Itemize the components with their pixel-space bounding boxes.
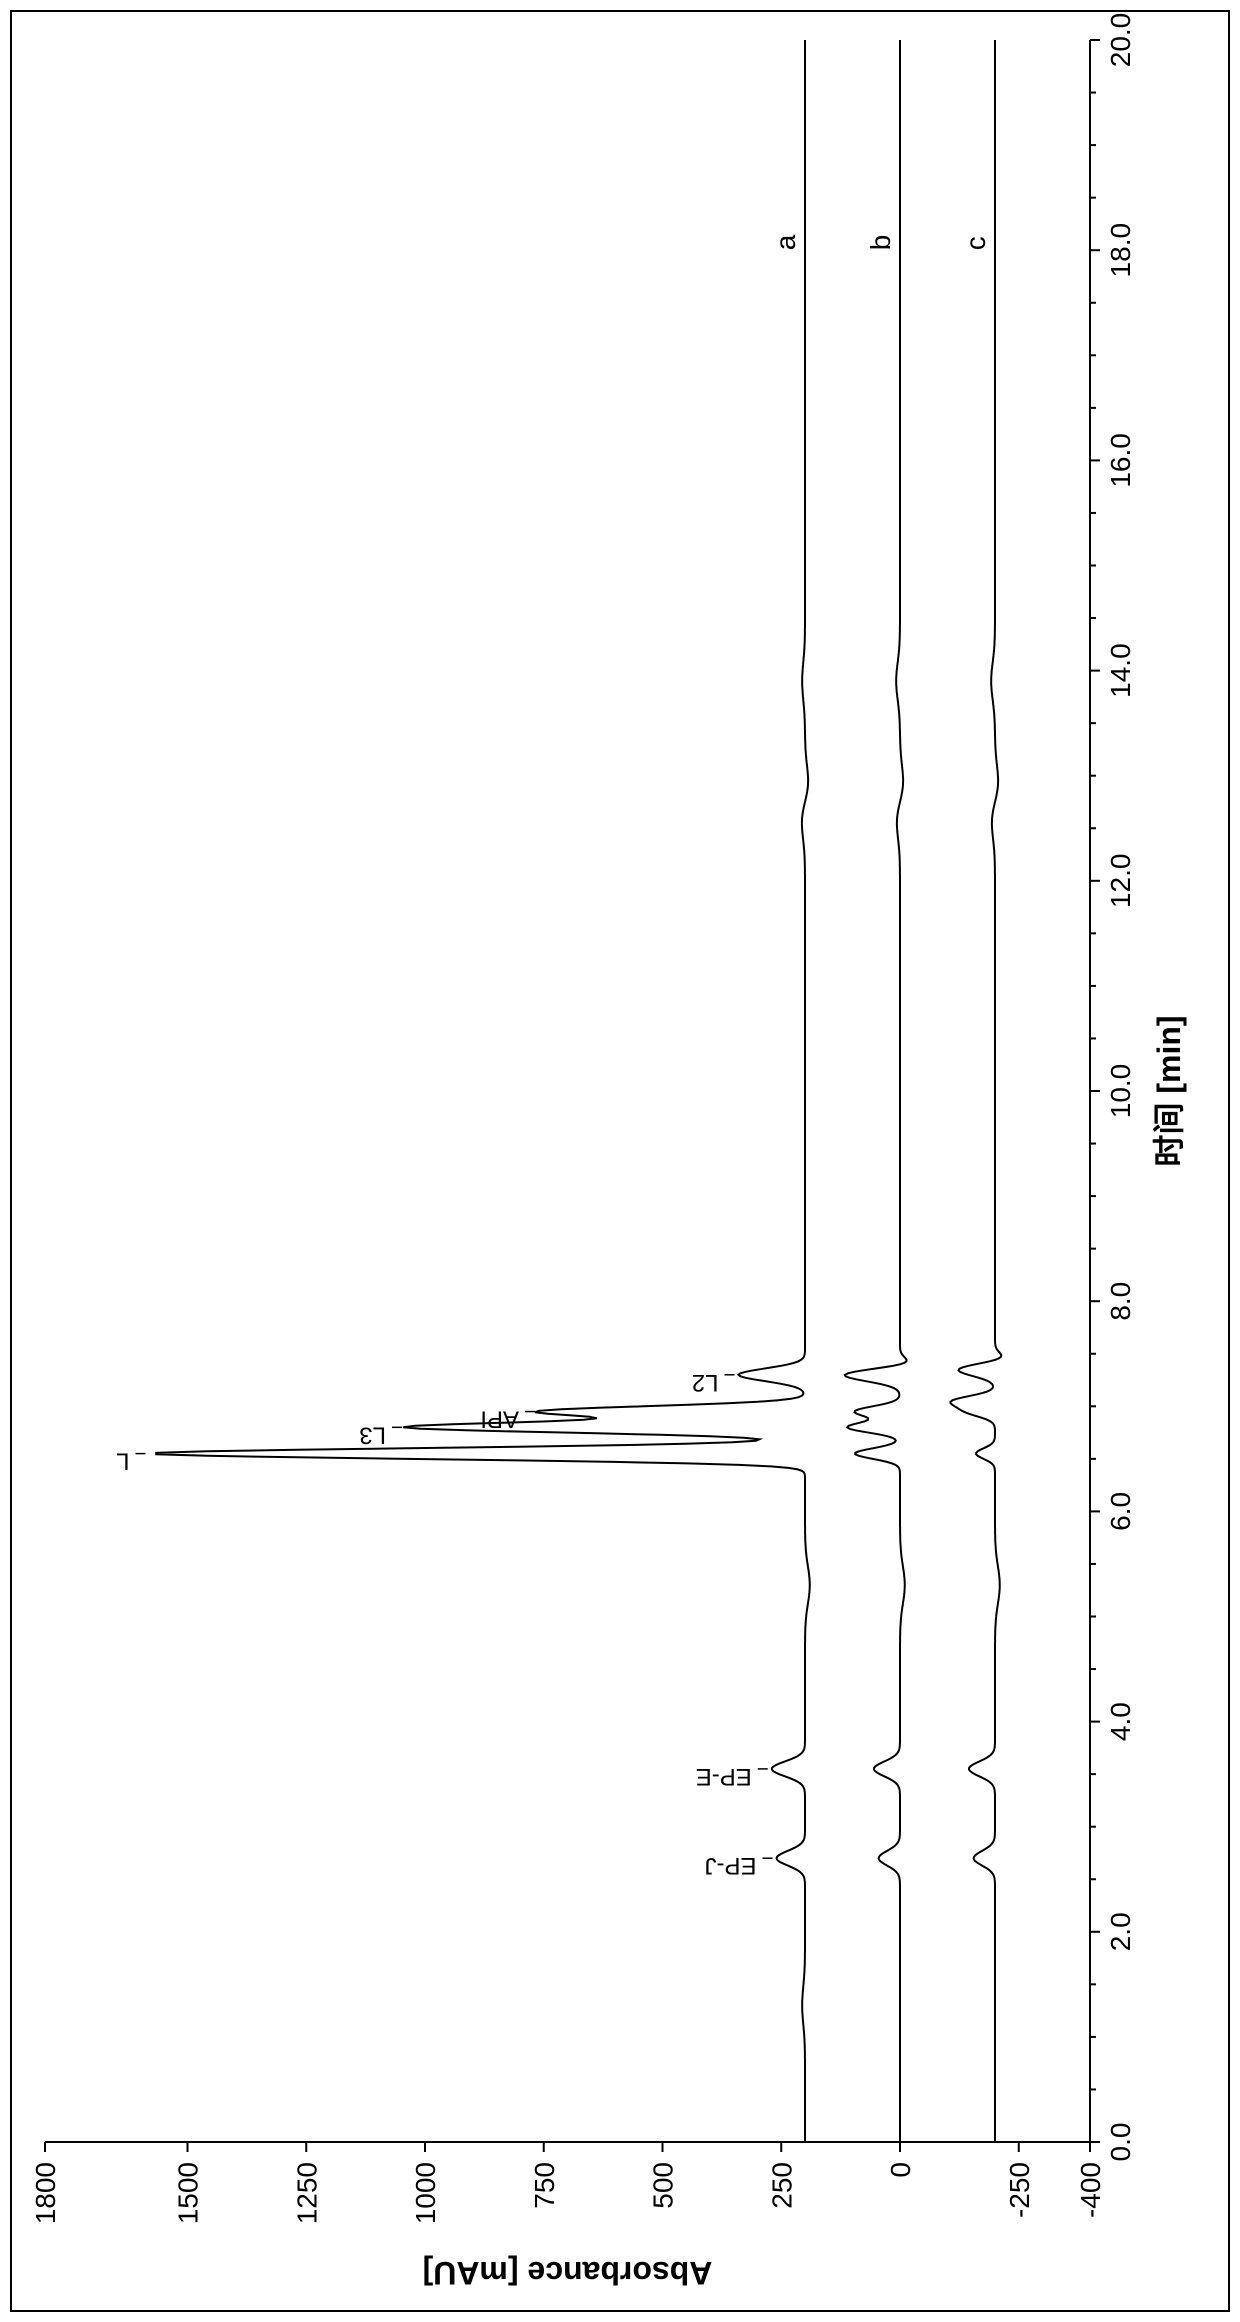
svg-text:0: 0 <box>885 2162 916 2178</box>
peak-label-l3: L3 <box>359 1421 386 1448</box>
trace-c <box>950 40 1001 2142</box>
svg-text:6.0: 6.0 <box>1105 1492 1136 1531</box>
trace-b <box>845 40 907 2142</box>
svg-text:750: 750 <box>529 2162 560 2209</box>
peak-label-ep-j: EP-J <box>704 1852 756 1879</box>
svg-text:500: 500 <box>648 2162 679 2209</box>
trace-tag-c: c <box>960 236 991 250</box>
svg-text:-250: -250 <box>1004 2162 1035 2218</box>
trace-tag-a: a <box>770 234 801 250</box>
svg-text:12.0: 12.0 <box>1105 854 1136 909</box>
peak-label-l2: L2 <box>692 1369 719 1396</box>
svg-text:16.0: 16.0 <box>1105 433 1136 488</box>
svg-text:4.0: 4.0 <box>1105 1702 1136 1741</box>
svg-text:8.0: 8.0 <box>1105 1282 1136 1321</box>
svg-text:1500: 1500 <box>173 2162 204 2224</box>
svg-text:1800: 1800 <box>30 2162 61 2224</box>
chromatogram-chart: 0.0 2.0 4.0 6.0 8.0 10.0 12.0 14.0 16.0 18.0 20.0 时… <box>0 0 1240 2322</box>
svg-text:14.0: 14.0 <box>1105 643 1136 698</box>
svg-text:-400: -400 <box>1075 2162 1106 2218</box>
peak-label-ep-e: EP-E <box>696 1763 752 1790</box>
svg-text:时间 [min]: 时间 [min] <box>1151 1015 1187 1166</box>
svg-text:20.0: 20.0 <box>1105 13 1136 68</box>
peak-label-api: API <box>480 1406 519 1433</box>
trace-a <box>156 40 810 2142</box>
svg-text:250: 250 <box>766 2162 797 2209</box>
svg-text:1250: 1250 <box>291 2162 322 2224</box>
peak-label-l: L <box>116 1448 129 1475</box>
svg-text:18.0: 18.0 <box>1105 223 1136 278</box>
trace-tag-b: b <box>865 235 896 251</box>
svg-text:1000: 1000 <box>410 2162 441 2224</box>
svg-text:10.0: 10.0 <box>1105 1064 1136 1119</box>
svg-text:Absorbance [mAU]: Absorbance [mAU] <box>423 2255 713 2291</box>
svg-text:0.0: 0.0 <box>1105 2123 1136 2162</box>
svg-text:2.0: 2.0 <box>1105 1912 1136 1951</box>
